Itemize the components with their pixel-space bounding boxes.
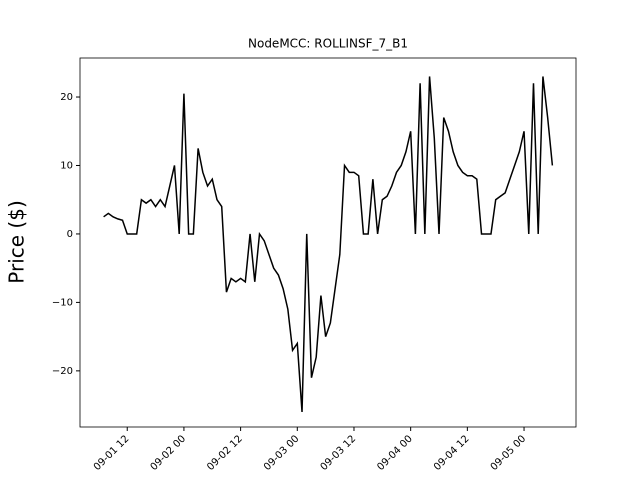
y-tick-label: 0 <box>67 229 73 240</box>
price-line <box>103 76 554 412</box>
y-axis-label: Price ($) <box>5 200 29 283</box>
plot-frame <box>79 57 577 428</box>
y-tick-label: 10 <box>60 160 73 171</box>
chart-title: NodeMCC: ROLLINSF_7_B1 <box>248 37 408 51</box>
y-tick-label: −20 <box>52 366 73 377</box>
y-tick-label: 20 <box>60 92 73 103</box>
y-tick-label: −10 <box>52 297 73 308</box>
